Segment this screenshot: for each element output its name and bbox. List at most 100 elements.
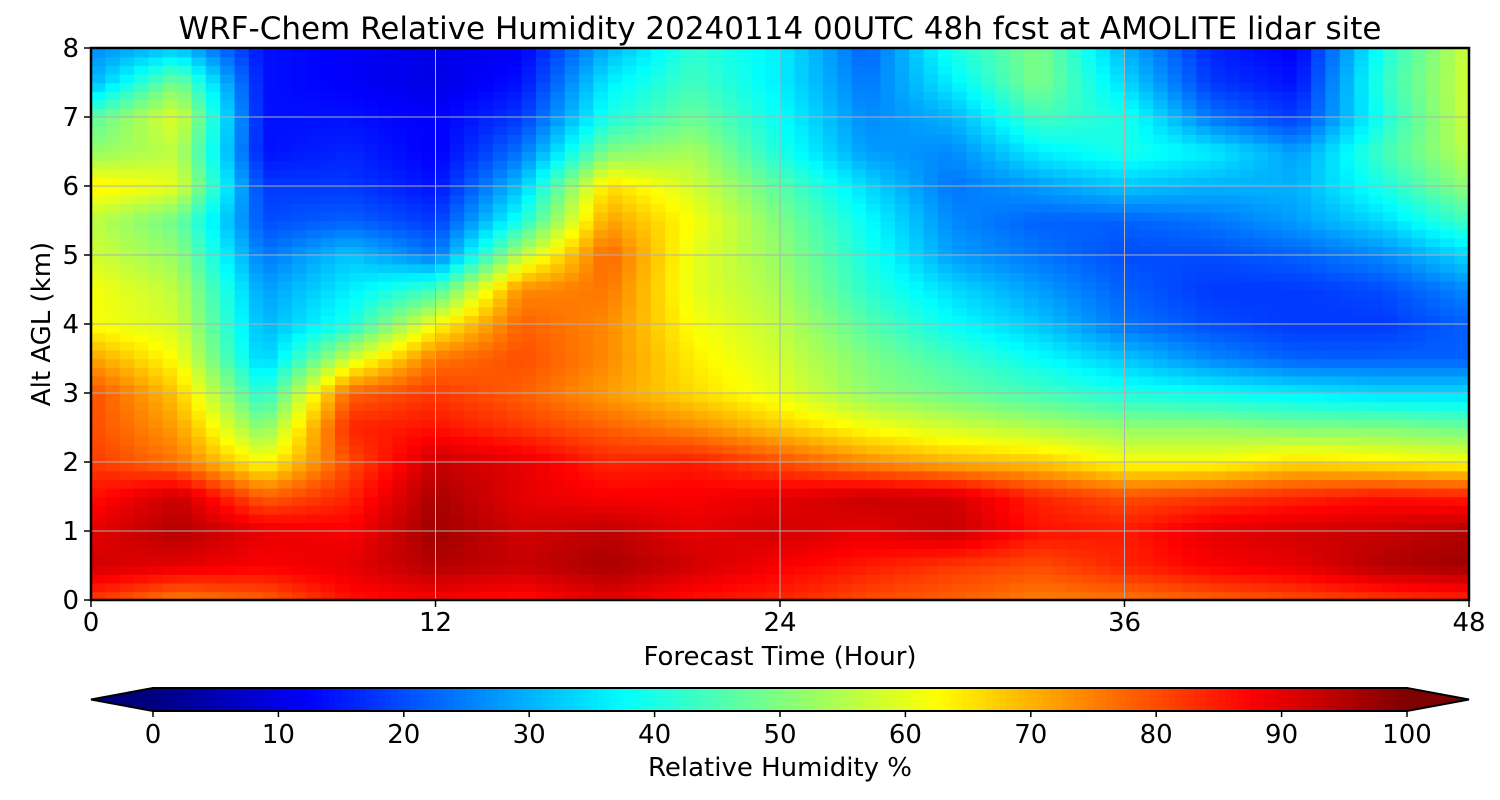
heat-cell: [622, 263, 638, 273]
heat-cell: [1196, 375, 1212, 386]
heat-cell: [1224, 151, 1241, 161]
heat-cell: [349, 418, 365, 429]
heat-cell: [263, 505, 279, 515]
heat-cell: [119, 194, 135, 204]
heat-cell: [392, 591, 408, 600]
heat-cell: [765, 444, 781, 455]
heat-cell: [894, 203, 910, 213]
heat-cell: [1210, 393, 1226, 403]
heat-cell: [320, 255, 336, 265]
heat-cell: [995, 522, 1011, 532]
heat-cell: [1038, 375, 1054, 386]
heat-cell: [1224, 211, 1241, 222]
heat-cell: [1081, 522, 1097, 532]
heat-cell: [1110, 384, 1126, 394]
heat-cell: [1354, 375, 1370, 386]
heat-cell: [837, 160, 853, 170]
heat-cell: [679, 496, 695, 506]
heat-cell: [105, 375, 121, 386]
heat-cell: [751, 479, 767, 489]
heat-cell: [866, 418, 882, 429]
heat-cell: [966, 289, 982, 299]
heat-cell: [162, 393, 178, 403]
heat-cell: [693, 332, 709, 342]
heat-cell: [564, 280, 580, 291]
heat-cell: [579, 410, 595, 420]
heat-cell: [119, 582, 135, 593]
heat-cell: [478, 582, 494, 593]
heat-cell: [1239, 237, 1255, 248]
heat-cell: [550, 582, 566, 593]
heat-cell: [1181, 220, 1197, 230]
heat-cell: [1181, 513, 1197, 524]
heat-cell: [148, 453, 164, 463]
heat-cell: [1253, 479, 1269, 489]
heat-cell: [492, 186, 508, 196]
heat-cell: [693, 401, 709, 411]
heat-cell: [708, 470, 724, 480]
heat-cell: [1153, 401, 1169, 411]
heat-cell: [1368, 513, 1384, 524]
heat-cell: [923, 332, 939, 342]
heat-cell: [1196, 246, 1212, 256]
heat-cell: [277, 444, 293, 455]
heat-cell: [837, 444, 853, 455]
heat-cell: [162, 203, 178, 213]
heat-cell: [1224, 427, 1241, 437]
heat-cell: [636, 324, 652, 334]
heat-cell: [550, 436, 566, 446]
heat-cell: [1110, 160, 1126, 170]
heat-cell: [980, 453, 997, 463]
heat-cell: [134, 487, 150, 498]
heat-cell: [1325, 349, 1341, 360]
heat-cell: [593, 453, 609, 463]
heat-cell: [1425, 186, 1441, 196]
heat-cell: [1153, 272, 1169, 282]
heat-cell: [564, 211, 580, 222]
heat-cell: [952, 332, 968, 342]
heat-cell: [162, 246, 178, 256]
heat-cell: [191, 427, 207, 437]
heat-cell: [507, 237, 523, 248]
heat-cell: [1095, 556, 1111, 567]
heat-cell: [808, 393, 824, 403]
heat-cell: [736, 160, 752, 170]
heat-cell: [148, 272, 164, 282]
heat-cell: [894, 470, 910, 480]
heat-cell: [234, 418, 250, 429]
heat-cell: [736, 384, 752, 394]
heat-cell: [464, 358, 480, 368]
heat-cell: [363, 470, 379, 480]
heat-cell: [1397, 349, 1413, 360]
heat-cell: [1009, 203, 1025, 213]
heat-cell: [220, 444, 236, 455]
heat-cell: [1239, 591, 1255, 600]
heat-cell: [1138, 315, 1154, 325]
heat-cell: [837, 315, 853, 325]
heat-cell: [306, 168, 322, 179]
heat-cell: [1282, 168, 1298, 179]
heat-cell: [550, 332, 566, 342]
heat-cell: [177, 324, 193, 334]
heat-cell: [148, 289, 164, 299]
heat-cell: [1368, 522, 1384, 532]
heat-cell: [1067, 280, 1083, 291]
heat-cell: [1411, 410, 1427, 420]
heat-cell: [894, 410, 910, 420]
heat-cell: [191, 289, 207, 299]
heat-cell: [119, 496, 135, 506]
heat-cell: [220, 194, 236, 204]
heat-cell: [306, 298, 322, 308]
heat-cell: [105, 462, 121, 472]
heat-cell: [1181, 574, 1197, 584]
heat-cell: [980, 272, 997, 282]
heat-cell: [636, 160, 652, 170]
heat-cell: [665, 315, 681, 325]
heat-cell: [1296, 591, 1312, 600]
heat-cell: [794, 522, 810, 532]
heat-cell: [205, 255, 221, 265]
heat-cell: [1411, 444, 1427, 455]
heat-cell: [492, 548, 508, 558]
heat-cell: [937, 194, 953, 204]
heat-cell: [593, 496, 609, 506]
